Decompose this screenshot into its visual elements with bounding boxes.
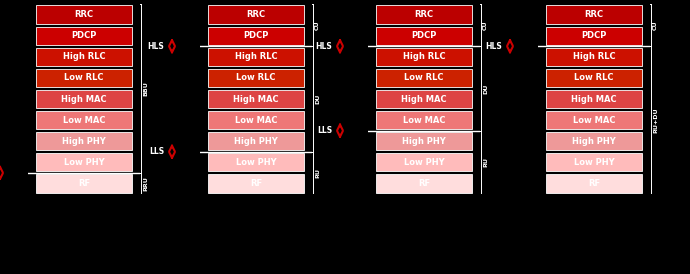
Text: Low PHY: Low PHY bbox=[404, 158, 444, 167]
Text: High RLC: High RLC bbox=[573, 52, 615, 61]
Text: High RLC: High RLC bbox=[403, 52, 445, 61]
Bar bbox=[546, 90, 642, 108]
Bar bbox=[376, 111, 472, 129]
Bar bbox=[376, 27, 472, 45]
Bar bbox=[376, 5, 472, 24]
Text: Low MAC: Low MAC bbox=[403, 116, 445, 125]
Bar bbox=[546, 5, 642, 24]
Bar bbox=[36, 153, 132, 172]
Bar bbox=[208, 174, 304, 193]
Text: RRC: RRC bbox=[415, 10, 433, 19]
Bar bbox=[36, 132, 132, 150]
Text: PDCP: PDCP bbox=[411, 31, 437, 40]
Text: DU: DU bbox=[483, 83, 488, 94]
Text: Low RLC: Low RLC bbox=[64, 73, 104, 82]
Text: LLS: LLS bbox=[149, 147, 164, 156]
Text: RRC: RRC bbox=[75, 10, 94, 19]
Bar bbox=[36, 5, 132, 24]
Bar bbox=[36, 27, 132, 45]
Bar bbox=[546, 48, 642, 66]
Text: CU: CU bbox=[483, 20, 488, 30]
Text: CU: CU bbox=[315, 20, 320, 30]
Bar bbox=[376, 174, 472, 193]
Text: LLS: 7: LLS: 7 bbox=[238, 241, 274, 251]
Text: Low PHY: Low PHY bbox=[63, 158, 104, 167]
Bar bbox=[546, 27, 642, 45]
Text: RU: RU bbox=[315, 168, 320, 178]
Text: No LLS: No LLS bbox=[574, 241, 614, 251]
Bar bbox=[546, 69, 642, 87]
Bar bbox=[36, 69, 132, 87]
Text: HLS:2: HLS:2 bbox=[577, 222, 611, 233]
Text: Low MAC: Low MAC bbox=[63, 116, 106, 125]
Bar bbox=[208, 27, 304, 45]
Text: Low MAC: Low MAC bbox=[573, 116, 615, 125]
Bar bbox=[208, 132, 304, 150]
Text: Low PHY: Low PHY bbox=[573, 158, 614, 167]
Text: BBU: BBU bbox=[143, 81, 148, 96]
Text: High PHY: High PHY bbox=[234, 137, 278, 146]
Text: HLS:2: HLS:2 bbox=[407, 222, 441, 233]
Text: High RLC: High RLC bbox=[235, 52, 277, 61]
Bar bbox=[546, 153, 642, 172]
Text: Low RLC: Low RLC bbox=[404, 73, 444, 82]
Bar bbox=[36, 111, 132, 129]
Bar bbox=[376, 69, 472, 87]
Text: PDCP: PDCP bbox=[244, 31, 268, 40]
Text: RRC: RRC bbox=[246, 10, 266, 19]
Text: DU: DU bbox=[315, 94, 320, 104]
Text: RU+DU: RU+DU bbox=[653, 107, 658, 133]
Text: Low RLC: Low RLC bbox=[236, 73, 276, 82]
Text: LLS: 8: LLS: 8 bbox=[66, 241, 102, 251]
Bar bbox=[208, 48, 304, 66]
Bar bbox=[376, 132, 472, 150]
Text: HLS: HLS bbox=[147, 42, 164, 51]
Text: No HLS: No HLS bbox=[63, 222, 106, 233]
Text: Low PHY: Low PHY bbox=[236, 158, 276, 167]
Text: LLS: LLS bbox=[317, 126, 332, 135]
Text: HLS: HLS bbox=[485, 42, 502, 51]
Text: High PHY: High PHY bbox=[402, 137, 446, 146]
Text: RF: RF bbox=[78, 179, 90, 188]
Text: PDCP: PDCP bbox=[581, 31, 607, 40]
Text: High MAC: High MAC bbox=[61, 95, 107, 104]
Text: LLS: 6: LLS: 6 bbox=[406, 241, 442, 251]
Text: High MAC: High MAC bbox=[401, 95, 447, 104]
Bar bbox=[376, 90, 472, 108]
Bar bbox=[208, 153, 304, 172]
Text: High MAC: High MAC bbox=[571, 95, 617, 104]
Text: RRC: RRC bbox=[584, 10, 604, 19]
Text: RF: RF bbox=[418, 179, 430, 188]
Bar bbox=[36, 90, 132, 108]
Text: RF: RF bbox=[588, 179, 600, 188]
Text: High PHY: High PHY bbox=[62, 137, 106, 146]
Text: High RLC: High RLC bbox=[63, 52, 106, 61]
Text: CU: CU bbox=[653, 20, 658, 30]
Text: RF: RF bbox=[250, 179, 262, 188]
Bar bbox=[208, 5, 304, 24]
Bar bbox=[376, 48, 472, 66]
Text: Low RLC: Low RLC bbox=[574, 73, 613, 82]
Bar bbox=[208, 69, 304, 87]
Text: High MAC: High MAC bbox=[233, 95, 279, 104]
Bar bbox=[546, 111, 642, 129]
Bar bbox=[36, 174, 132, 193]
Bar bbox=[546, 174, 642, 193]
Bar bbox=[546, 132, 642, 150]
Text: HLS:2: HLS:2 bbox=[239, 222, 273, 233]
Text: RRU: RRU bbox=[143, 176, 148, 191]
Text: HLS: HLS bbox=[315, 42, 332, 51]
Text: Low MAC: Low MAC bbox=[235, 116, 277, 125]
Bar bbox=[208, 90, 304, 108]
Text: High PHY: High PHY bbox=[572, 137, 616, 146]
Text: RU: RU bbox=[483, 157, 488, 167]
Bar bbox=[36, 48, 132, 66]
Text: PDCP: PDCP bbox=[71, 31, 97, 40]
Bar bbox=[376, 153, 472, 172]
Bar bbox=[208, 111, 304, 129]
